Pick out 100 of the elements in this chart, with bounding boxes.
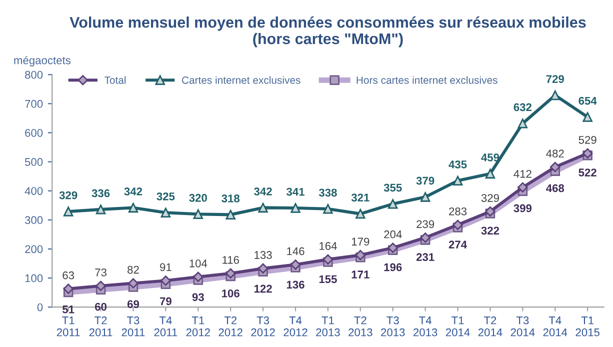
- x-tick-label: T3 2012: [251, 316, 275, 336]
- point: [258, 263, 268, 274]
- data-label: 122: [254, 284, 272, 293]
- point: [356, 208, 366, 219]
- point: [63, 206, 74, 216]
- x-tick-label: T2 2013: [348, 316, 372, 336]
- point: [485, 206, 496, 217]
- y-tick-label: 200: [25, 245, 43, 254]
- data-label: 435: [448, 160, 467, 168]
- point: [96, 280, 106, 291]
- data-label: 529: [578, 136, 596, 144]
- point: [550, 162, 560, 172]
- point: [582, 148, 593, 158]
- point: [226, 210, 236, 220]
- point: [290, 203, 300, 213]
- x-tick-label: T4 2014: [543, 316, 568, 336]
- data-label: 60: [95, 302, 107, 311]
- y-tick-label: 500: [24, 158, 43, 166]
- data-label: 468: [546, 184, 564, 192]
- data-label: 399: [514, 204, 532, 212]
- data-label: 79: [160, 297, 172, 306]
- legend-label: Hors cartes internet exclusives: [356, 76, 498, 84]
- data-label: 116: [222, 256, 239, 264]
- data-label: 283: [449, 207, 467, 216]
- y-tick-label: 300: [24, 216, 43, 224]
- y-tick-label: 400: [24, 187, 43, 195]
- data-label: 355: [384, 184, 402, 192]
- data-label: 329: [59, 191, 78, 200]
- data-label: 239: [416, 220, 434, 228]
- x-tick-label: T1 2012: [186, 316, 210, 336]
- data-label: 336: [92, 189, 110, 198]
- point: [452, 176, 463, 186]
- data-label: 106: [222, 289, 240, 298]
- data-label: 91: [160, 263, 172, 272]
- point: [128, 202, 138, 213]
- point: [96, 204, 106, 214]
- x-tick-label: T2 2012: [218, 316, 242, 336]
- x-tick-label: T2 2014: [478, 316, 502, 336]
- data-label: 171: [352, 270, 370, 278]
- point: [388, 199, 398, 209]
- data-label: 632: [514, 103, 532, 112]
- data-label: 82: [128, 266, 139, 274]
- point: [452, 220, 463, 230]
- point: [518, 118, 528, 128]
- data-label: 329: [481, 194, 499, 202]
- data-label: 196: [384, 263, 402, 272]
- data-label: 338: [318, 188, 337, 197]
- x-tick-label: T1 2015: [576, 316, 600, 336]
- point: [323, 204, 333, 214]
- point: [160, 208, 171, 218]
- point: [160, 276, 171, 286]
- x-tick-label: T4 2012: [284, 316, 308, 336]
- data-label: 93: [192, 293, 204, 302]
- point: [290, 260, 301, 270]
- data-label: 133: [254, 251, 272, 259]
- data-label: 63: [62, 271, 74, 280]
- data-label: 204: [384, 230, 402, 238]
- data-label: 136: [286, 280, 304, 289]
- data-label: 342: [254, 188, 272, 196]
- data-label: 482: [546, 150, 564, 158]
- y-tick-label: 800: [25, 70, 43, 79]
- point: [518, 182, 528, 192]
- point: [420, 192, 430, 202]
- chart-title: Volume mensuel moyen de données consommées sur réseaux mobiles (hors cartes "MtoM"): [70, 16, 586, 48]
- data-label: 318: [222, 194, 240, 202]
- data-label: 146: [287, 247, 304, 256]
- data-label: 342: [124, 188, 142, 196]
- x-tick-label: T4 2011: [154, 316, 178, 336]
- data-label: 164: [320, 242, 337, 250]
- x-tick-label: T3 2014: [510, 316, 535, 336]
- data-label: 729: [546, 75, 564, 83]
- x-tick-label: T3 2011: [122, 316, 145, 336]
- y-tick-label: 0: [37, 303, 43, 312]
- legend-label: Cartes internet exclusives: [182, 76, 300, 84]
- x-tick-label: T4 2013: [414, 316, 438, 336]
- data-label: 320: [189, 194, 207, 202]
- data-label: 274: [448, 240, 467, 248]
- data-label: 522: [578, 168, 596, 176]
- data-label: 379: [416, 176, 434, 185]
- point: [258, 202, 268, 213]
- data-label: 654: [578, 96, 597, 105]
- data-label: 412: [514, 170, 532, 178]
- y-tick-label: 600: [25, 128, 43, 137]
- point: [420, 232, 430, 243]
- data-label: 325: [156, 192, 175, 200]
- legend-label: Total: [104, 76, 126, 84]
- point: [550, 90, 560, 100]
- point: [225, 268, 236, 278]
- data-label: 231: [416, 253, 434, 262]
- data-label: 179: [352, 238, 370, 246]
- point: [485, 168, 496, 179]
- point: [63, 284, 74, 294]
- data-label: 73: [95, 268, 106, 276]
- point: [388, 242, 398, 253]
- data-label: 322: [481, 226, 500, 235]
- point: [193, 209, 204, 219]
- x-tick-label: T1 2011: [56, 316, 80, 336]
- y-axis-title: mégaoctets: [14, 56, 71, 66]
- x-tick-label: T1 2013: [316, 316, 340, 336]
- x-tick-label: T2 2011: [89, 316, 112, 336]
